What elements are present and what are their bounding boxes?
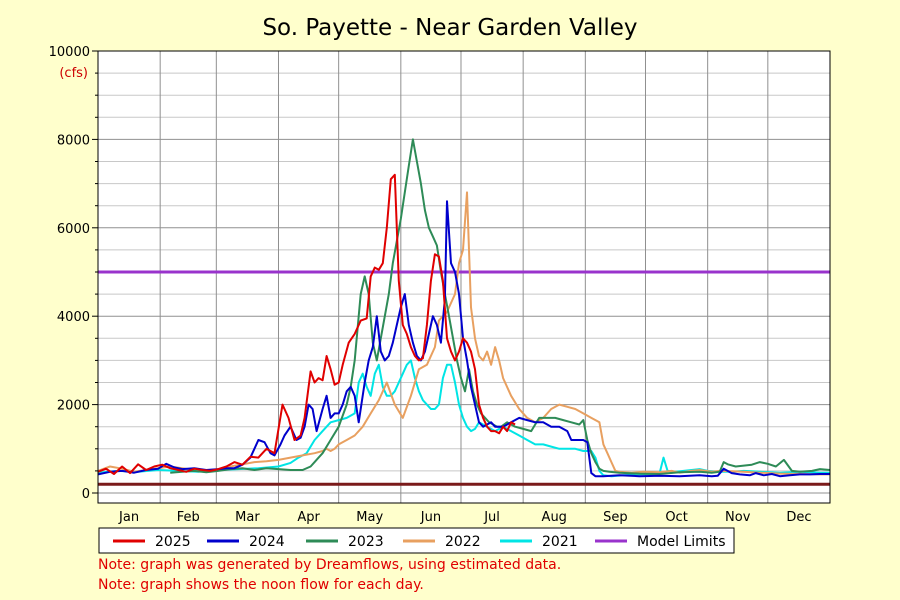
legend-label: 2024 [249, 534, 285, 550]
y-tick-label: 0 [82, 487, 90, 502]
y-tick-label: 8000 [57, 133, 90, 148]
legend-label: 2021 [542, 534, 578, 550]
x-tick-label: Oct [665, 510, 687, 525]
plot-frame [97, 50, 831, 504]
x-tick-label: Sep [603, 510, 628, 525]
series-line-2024 [97, 200, 830, 478]
note-noon-flow: Note: graph shows the noon flow for each… [98, 577, 424, 593]
x-tick-label: May [356, 510, 383, 525]
series-line-2022 [97, 191, 830, 476]
y-tick-label: 10000 [49, 45, 90, 60]
plot-border [97, 50, 831, 504]
legend-label: 2022 [445, 534, 481, 550]
series-line-2025 [97, 173, 516, 475]
legend: 2025 2024 2023 2022 2021 Model Limits [98, 527, 735, 554]
grid [98, 50, 830, 503]
note-estimated: Note: graph was generated by Dreamflows,… [98, 557, 562, 573]
x-tick-label: Feb [177, 510, 200, 525]
plot-background [98, 51, 830, 503]
x-tick-label: Dec [786, 510, 811, 525]
x-tick-label: Nov [725, 510, 751, 525]
legend-label: 2025 [155, 534, 191, 550]
y-tick-label: 4000 [57, 310, 90, 325]
x-tick-label: Mar [235, 510, 260, 525]
y-axis-unit: (cfs) [59, 66, 88, 81]
chart-title: So. Payette - Near Garden Valley [262, 15, 637, 41]
y-tick-label: 6000 [57, 222, 90, 237]
legend-label: 2023 [348, 534, 384, 550]
x-axis-labels: Jan Feb Mar Apr May Jun Jul Aug Sep Oct Nov Dec [118, 510, 811, 525]
series-line-2023 [170, 138, 831, 475]
x-tick-label: Jan [118, 510, 139, 525]
x-tick-label: Apr [297, 510, 320, 525]
x-tick-label: Jul [483, 510, 500, 525]
series-lines [97, 138, 831, 486]
x-tick-label: Jun [420, 510, 441, 525]
x-tick-label: Aug [542, 510, 567, 525]
y-tick-label: 2000 [57, 399, 90, 414]
legend-label: Model Limits [637, 534, 725, 550]
series-line-2021 [97, 359, 830, 478]
y-axis-labels: 0 2000 4000 6000 8000 10000 [49, 45, 98, 502]
